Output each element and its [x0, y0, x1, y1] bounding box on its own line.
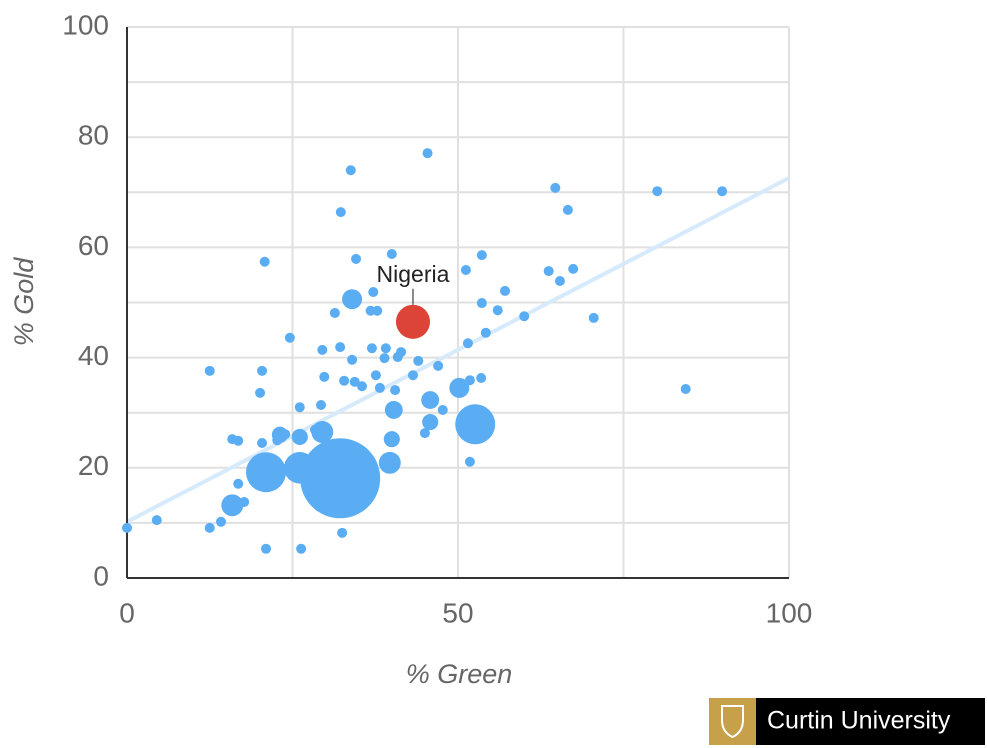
bubble [449, 377, 470, 398]
x-tick-label: 0 [119, 597, 135, 628]
bubble [370, 370, 381, 381]
bubble [366, 343, 377, 354]
logo-shield [721, 705, 744, 739]
bubble [588, 312, 599, 323]
bubble [413, 355, 424, 366]
bubble [368, 287, 379, 298]
bubble [386, 249, 397, 260]
bubble [204, 365, 215, 376]
y-tick-label: 0 [93, 560, 109, 591]
y-tick-label: 20 [78, 450, 109, 481]
bubble [345, 165, 356, 176]
bubble [291, 428, 308, 446]
bubble [383, 431, 400, 448]
x-tick-label: 100 [766, 597, 813, 628]
bubble [374, 382, 385, 393]
bubble [395, 304, 431, 339]
bubble [342, 289, 363, 310]
y-axis-title: % Gold [9, 257, 39, 347]
bubble [562, 204, 573, 215]
bubble [717, 186, 728, 197]
bubble [300, 438, 381, 519]
bubble [407, 370, 418, 381]
bubble [462, 338, 473, 349]
bubble [455, 404, 496, 445]
bubble [259, 256, 270, 267]
bubble [283, 451, 316, 484]
bubble [543, 266, 554, 277]
logo-text: Curtin University [767, 707, 951, 735]
annotation-label: Nigeria [377, 261, 450, 287]
bubble [379, 353, 390, 364]
y-tick-label: 80 [78, 120, 109, 151]
bubble [568, 263, 579, 274]
bubble [421, 391, 440, 409]
bubble [294, 402, 305, 413]
bubble [422, 414, 439, 431]
y-tick-label: 100 [62, 9, 109, 40]
bubble [372, 305, 383, 316]
bubble [422, 148, 433, 159]
bubble [476, 298, 487, 309]
bubble [337, 527, 348, 538]
bubble [351, 253, 362, 264]
bubble [500, 285, 511, 296]
bubble [315, 399, 326, 410]
bubble [296, 543, 307, 554]
bubble [329, 307, 340, 318]
bubble [357, 381, 368, 392]
bubble [233, 435, 244, 446]
bubble [550, 182, 561, 193]
bubble [233, 478, 244, 489]
bubble [419, 428, 430, 439]
bubble [680, 384, 691, 395]
bubble [476, 250, 487, 261]
bubble [216, 516, 227, 527]
bubble [384, 401, 403, 419]
bubble [204, 522, 215, 533]
bubble [347, 354, 358, 365]
trendline [126, 176, 790, 524]
bubble [151, 515, 162, 526]
bubble [396, 347, 407, 358]
bubble [255, 387, 266, 398]
bubble [380, 343, 391, 354]
bubble [349, 376, 360, 387]
bubble [339, 375, 350, 386]
bubble [319, 371, 330, 382]
bubble [476, 372, 487, 383]
bubble [122, 522, 132, 533]
bubble [271, 426, 288, 443]
bubble [257, 365, 268, 376]
bubble [378, 451, 401, 474]
bubble [437, 404, 448, 415]
bubble [460, 264, 471, 275]
x-tick-label: 50 [442, 597, 473, 628]
bubble [261, 543, 272, 554]
y-tick-label: 60 [78, 230, 109, 261]
bubble [335, 342, 346, 353]
bubble [390, 385, 401, 396]
bubble [492, 305, 503, 316]
bubble [652, 186, 663, 197]
bubble [480, 327, 491, 338]
bubble [311, 421, 334, 443]
bubble [519, 311, 530, 322]
bubble [433, 360, 444, 371]
bubble [257, 438, 268, 449]
bubble [317, 344, 328, 355]
bubble [246, 452, 287, 493]
bubble [464, 456, 475, 467]
bubble [221, 494, 244, 517]
bubble [284, 332, 295, 343]
y-tick-label: 40 [78, 340, 109, 371]
bubble [554, 276, 565, 287]
bubble [335, 207, 346, 218]
x-axis-title: % Green [406, 659, 513, 689]
